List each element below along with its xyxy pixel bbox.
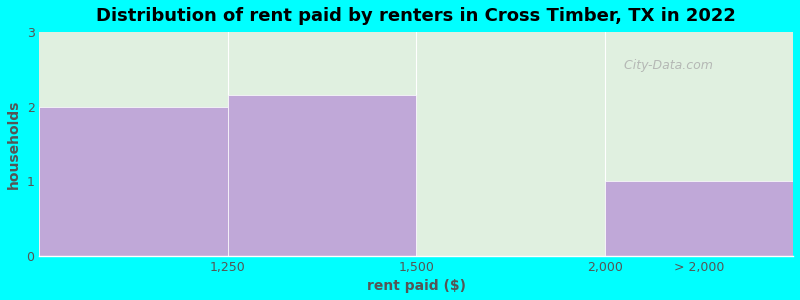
- Bar: [605, 181, 793, 256]
- Bar: [39, 106, 228, 256]
- Title: Distribution of rent paid by renters in Cross Timber, TX in 2022: Distribution of rent paid by renters in …: [96, 7, 736, 25]
- Y-axis label: households: households: [7, 99, 21, 188]
- Text: City-Data.com: City-Data.com: [620, 59, 713, 72]
- Bar: [228, 95, 416, 256]
- X-axis label: rent paid ($): rent paid ($): [366, 279, 466, 293]
